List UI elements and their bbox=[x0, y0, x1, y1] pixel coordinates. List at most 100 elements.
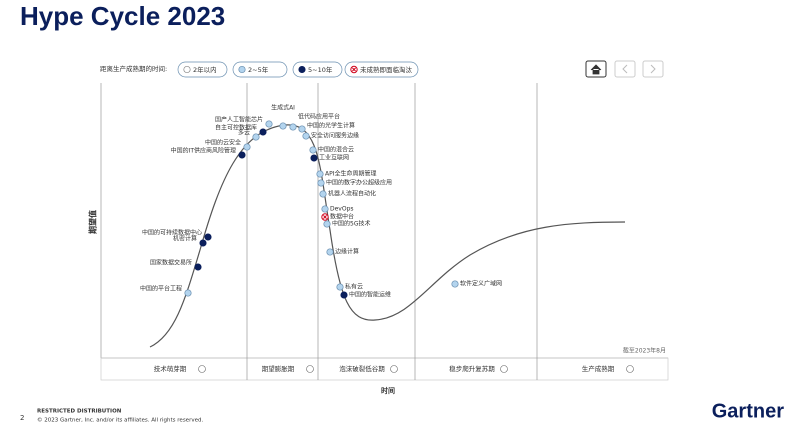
tech-marker bbox=[309, 146, 317, 154]
tech-node: 国产人工智能芯片 bbox=[215, 116, 273, 128]
phase-info bbox=[306, 365, 314, 373]
hype-curve bbox=[149, 124, 626, 348]
tech-node: 生成式AI bbox=[271, 104, 295, 130]
tech-label: 生成式AI bbox=[271, 104, 295, 112]
tech-node: 中国的5G技术 bbox=[323, 220, 370, 228]
phase-label: 期望膨胀期 bbox=[262, 364, 295, 373]
tech-node: 机器人流程自动化 bbox=[319, 190, 376, 198]
tech-label: 低代码应用平台 bbox=[298, 113, 340, 121]
tech-label: 机器人流程自动化 bbox=[328, 190, 376, 198]
tech-node: API全生命周期管理 bbox=[316, 170, 377, 178]
tech-marker bbox=[194, 263, 202, 271]
tech-marker bbox=[321, 205, 329, 213]
nav bbox=[585, 60, 664, 78]
tech-node: 安全访问服务边缘 bbox=[302, 132, 359, 140]
tech-marker bbox=[252, 133, 260, 141]
tech-node: 私有云 bbox=[336, 283, 363, 291]
tech-marker bbox=[243, 143, 251, 151]
tech-label: 数据中台 bbox=[330, 213, 354, 221]
tech-marker bbox=[302, 132, 310, 140]
tech-node: 软件定义广域网 bbox=[451, 280, 502, 288]
tech-marker bbox=[336, 283, 344, 291]
tech-marker bbox=[326, 248, 334, 256]
phase-label: 泡沫破裂低谷期 bbox=[339, 364, 385, 373]
phase-info bbox=[500, 365, 508, 373]
tech-node: 低代码应用平台 bbox=[289, 113, 340, 131]
tech-node: 工业互联网 bbox=[310, 154, 349, 162]
prev-icon bbox=[622, 64, 628, 74]
tech-marker bbox=[199, 239, 207, 247]
tech-marker bbox=[310, 154, 318, 162]
tech-label: 中国的可持续数据中心 bbox=[142, 229, 202, 237]
legend-pill bbox=[292, 61, 343, 78]
legend-label: 未成熟即面临淘汰 bbox=[360, 65, 413, 74]
tech-node: 机密计算 bbox=[173, 235, 207, 247]
tech-label: 软件定义广域网 bbox=[460, 280, 502, 288]
tech-node: 数据中台 bbox=[321, 213, 354, 221]
tech-label: 中国的光学生计算 bbox=[307, 122, 355, 130]
tech-node: 中国的云安全 bbox=[205, 139, 251, 151]
tech-node: 中国的IT供应商风险管理 bbox=[171, 147, 246, 159]
phase-info bbox=[390, 365, 398, 373]
distribution: RESTRICTED DISTRIBUTION bbox=[37, 409, 122, 415]
tech-marker bbox=[265, 120, 273, 128]
tech-label: 中国的智能运维 bbox=[349, 291, 391, 299]
tech-label: 中国的云安全 bbox=[205, 139, 241, 147]
tech-marker bbox=[451, 280, 459, 288]
tech-label: DevOps bbox=[330, 206, 354, 213]
tech-marker bbox=[298, 125, 306, 133]
tech-node: 国家数据交易所 bbox=[150, 259, 202, 271]
legend-marker bbox=[238, 65, 246, 74]
title: Hype Cycle 2023 bbox=[20, 1, 225, 31]
tech-label: API全生命周期管理 bbox=[325, 170, 377, 178]
tech-label: 机密计算 bbox=[173, 235, 197, 243]
legend-title: 距离生产成熟期的时间: bbox=[100, 64, 167, 73]
tech-label: 中国的平台工程 bbox=[140, 285, 182, 293]
tech-marker bbox=[323, 220, 331, 228]
tech-label: 安全访问服务边缘 bbox=[311, 132, 359, 140]
next-icon bbox=[650, 64, 656, 74]
prev-button[interactable] bbox=[614, 60, 636, 78]
chart-frame bbox=[100, 83, 669, 381]
home-icon bbox=[590, 64, 602, 75]
page-number: 2 bbox=[20, 414, 24, 422]
phase-info bbox=[626, 365, 634, 373]
legend-marker-x bbox=[352, 67, 356, 72]
tech-label: 多云 bbox=[238, 129, 250, 137]
legend-marker bbox=[183, 65, 191, 74]
tech-marker bbox=[316, 170, 324, 178]
y-axis-label: 期望值 bbox=[88, 210, 98, 234]
legend-label: 2~5年 bbox=[248, 65, 269, 74]
next-button[interactable] bbox=[642, 60, 664, 78]
tech-marker bbox=[204, 233, 212, 241]
tech-label: 边缘计算 bbox=[335, 248, 359, 256]
tech-label: 中国的5G技术 bbox=[332, 220, 370, 228]
tech-node: 中国的平台工程 bbox=[140, 285, 192, 297]
phase-label: 稳步爬升复苏期 bbox=[449, 364, 495, 373]
legend-pill bbox=[232, 61, 288, 78]
legend-label: 2年以内 bbox=[193, 65, 217, 74]
tech-label: 私有云 bbox=[345, 283, 363, 291]
tech-node: 多云 bbox=[238, 129, 260, 141]
tech-label: 中国的混合云 bbox=[318, 146, 354, 154]
tech-marker-x bbox=[323, 215, 327, 219]
tech-label: 国家数据交易所 bbox=[150, 259, 192, 267]
legend-pill bbox=[177, 61, 228, 78]
tech-label: 自主可控数据库 bbox=[215, 124, 257, 132]
tech-marker bbox=[289, 123, 297, 131]
tech-node: DevOps bbox=[321, 205, 354, 213]
x-axis-label: 时间 bbox=[381, 386, 395, 395]
tech-label: 中国的数字办公超级应用 bbox=[326, 179, 392, 187]
tech-node: 自主可控数据库 bbox=[215, 124, 267, 136]
tech-marker bbox=[319, 190, 327, 198]
phase-label: 技术萌芽期 bbox=[154, 364, 187, 373]
phase-info bbox=[198, 365, 206, 373]
legend-label: 5~10年 bbox=[308, 65, 333, 74]
copyright: © 2023 Gartner, Inc. and/or its affiliat… bbox=[37, 417, 203, 424]
tech-marker bbox=[340, 291, 348, 299]
tech-marker bbox=[184, 289, 192, 297]
tech-marker bbox=[259, 128, 267, 136]
tech-label: 工业互联网 bbox=[319, 154, 349, 162]
tech-node: 中国的数字办公超级应用 bbox=[317, 179, 392, 187]
